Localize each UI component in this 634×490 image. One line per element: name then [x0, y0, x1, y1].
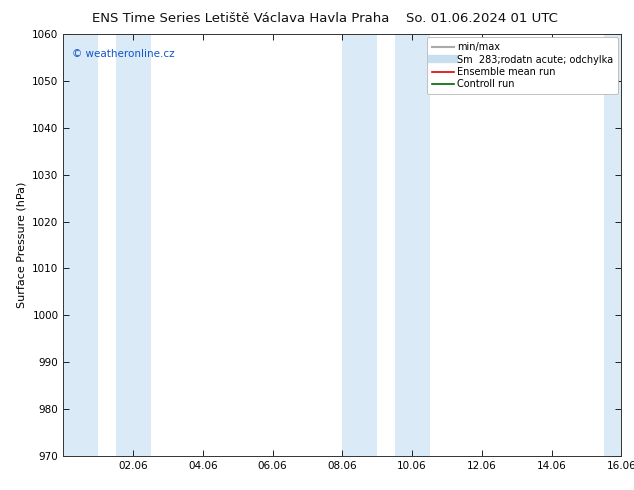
Bar: [342, 34, 377, 456]
Text: So. 01.06.2024 01 UTC: So. 01.06.2024 01 UTC: [406, 12, 558, 25]
Text: ENS Time Series Letiště Václava Havla Praha: ENS Time Series Letiště Václava Havla Pr…: [92, 12, 390, 25]
Y-axis label: Surface Pressure (hPa): Surface Pressure (hPa): [16, 182, 27, 308]
Bar: [604, 34, 621, 456]
Bar: [63, 34, 98, 456]
Legend: min/max, Sm  283;rodatn acute; odchylka, Ensemble mean run, Controll run: min/max, Sm 283;rodatn acute; odchylka, …: [427, 37, 618, 94]
Bar: [394, 34, 429, 456]
Text: © weatheronline.cz: © weatheronline.cz: [72, 49, 174, 59]
Bar: [115, 34, 150, 456]
